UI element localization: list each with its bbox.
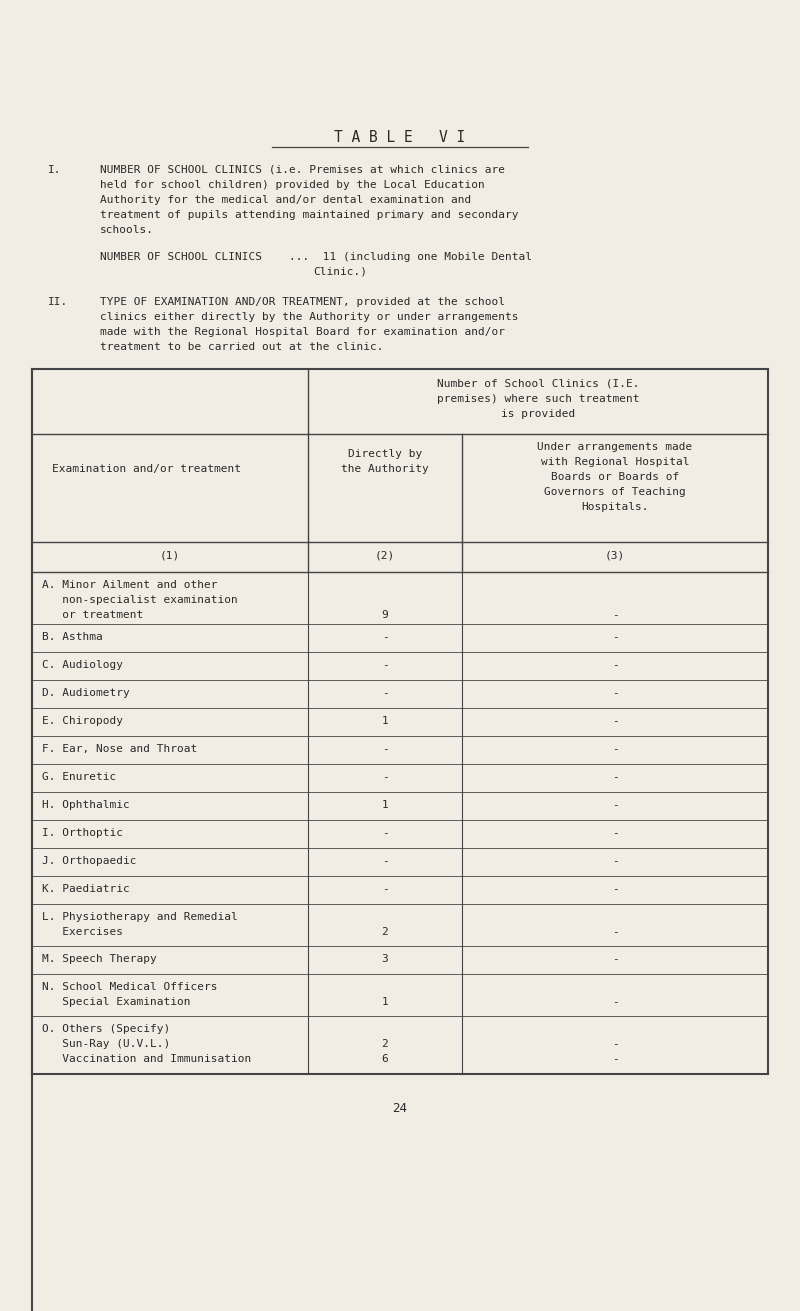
- Text: or treatment: or treatment: [42, 610, 143, 620]
- Text: schools.: schools.: [100, 225, 154, 235]
- Text: treatment to be carried out at the clinic.: treatment to be carried out at the clini…: [100, 342, 383, 351]
- Text: -: -: [612, 716, 618, 726]
- Text: -: -: [612, 632, 618, 642]
- Text: -: -: [382, 772, 388, 781]
- Text: -: -: [612, 927, 618, 937]
- Text: I. Orthoptic: I. Orthoptic: [42, 829, 123, 838]
- Text: premises) where such treatment: premises) where such treatment: [437, 395, 639, 404]
- Text: Special Examination: Special Examination: [42, 996, 190, 1007]
- Text: (1): (1): [160, 551, 180, 560]
- Text: (2): (2): [375, 551, 395, 560]
- Text: Sun-Ray (U.V.L.): Sun-Ray (U.V.L.): [42, 1040, 170, 1049]
- Text: Exercises: Exercises: [42, 927, 123, 937]
- Text: T A B L E   V I: T A B L E V I: [334, 130, 466, 146]
- Text: 3: 3: [382, 954, 388, 964]
- Text: -: -: [382, 745, 388, 754]
- Text: D. Audiometry: D. Audiometry: [42, 688, 130, 697]
- Text: L. Physiotherapy and Remedial: L. Physiotherapy and Remedial: [42, 912, 238, 922]
- Text: K. Paediatric: K. Paediatric: [42, 884, 130, 894]
- Text: treatment of pupils attending maintained primary and secondary: treatment of pupils attending maintained…: [100, 210, 518, 220]
- Text: Number of School Clinics (I.E.: Number of School Clinics (I.E.: [437, 379, 639, 389]
- Text: -: -: [612, 772, 618, 781]
- Text: non-specialist examination: non-specialist examination: [42, 595, 238, 604]
- Text: I.: I.: [48, 165, 62, 174]
- Text: II.: II.: [48, 298, 68, 307]
- Text: A. Minor Ailment and other: A. Minor Ailment and other: [42, 579, 218, 590]
- Text: N. School Medical Officers: N. School Medical Officers: [42, 982, 218, 992]
- Text: Clinic.): Clinic.): [313, 267, 367, 277]
- Text: 24: 24: [393, 1103, 407, 1114]
- Text: 2: 2: [382, 927, 388, 937]
- Text: held for school children) provided by the Local Education: held for school children) provided by th…: [100, 180, 485, 190]
- Text: Directly by: Directly by: [348, 448, 422, 459]
- Text: F. Ear, Nose and Throat: F. Ear, Nose and Throat: [42, 745, 198, 754]
- Text: the Authority: the Authority: [341, 464, 429, 475]
- Text: -: -: [612, 954, 618, 964]
- Text: Hospitals.: Hospitals.: [582, 502, 649, 513]
- Text: -: -: [612, 745, 618, 754]
- Text: Vaccination and Immunisation: Vaccination and Immunisation: [42, 1054, 251, 1065]
- Text: made with the Regional Hospital Board for examination and/or: made with the Regional Hospital Board fo…: [100, 326, 505, 337]
- Text: H. Ophthalmic: H. Ophthalmic: [42, 800, 130, 810]
- Text: 1: 1: [382, 800, 388, 810]
- Text: O. Others (Specify): O. Others (Specify): [42, 1024, 170, 1034]
- Text: -: -: [612, 659, 618, 670]
- Text: J. Orthopaedic: J. Orthopaedic: [42, 856, 137, 867]
- Text: Boards or Boards of: Boards or Boards of: [551, 472, 679, 482]
- Text: 2: 2: [382, 1040, 388, 1049]
- Text: -: -: [382, 884, 388, 894]
- Text: Governors of Teaching: Governors of Teaching: [544, 486, 686, 497]
- Text: NUMBER OF SCHOOL CLINICS    ...  11 (including one Mobile Dental: NUMBER OF SCHOOL CLINICS ... 11 (includi…: [100, 252, 532, 262]
- Text: -: -: [382, 856, 388, 867]
- Text: (3): (3): [605, 551, 625, 560]
- Text: -: -: [612, 1040, 618, 1049]
- Text: -: -: [382, 688, 388, 697]
- Text: NUMBER OF SCHOOL CLINICS (i.e. Premises at which clinics are: NUMBER OF SCHOOL CLINICS (i.e. Premises …: [100, 165, 505, 174]
- Text: -: -: [612, 996, 618, 1007]
- Text: E. Chiropody: E. Chiropody: [42, 716, 123, 726]
- Text: -: -: [612, 1054, 618, 1065]
- Text: 9: 9: [382, 610, 388, 620]
- Text: -: -: [382, 659, 388, 670]
- Text: 1: 1: [382, 716, 388, 726]
- Text: clinics either directly by the Authority or under arrangements: clinics either directly by the Authority…: [100, 312, 518, 323]
- Text: -: -: [612, 884, 618, 894]
- Text: -: -: [612, 688, 618, 697]
- Text: 1: 1: [382, 996, 388, 1007]
- Text: -: -: [382, 829, 388, 838]
- Text: 6: 6: [382, 1054, 388, 1065]
- Text: is provided: is provided: [501, 409, 575, 420]
- Text: Examination and/or treatment: Examination and/or treatment: [52, 464, 241, 475]
- Text: -: -: [612, 856, 618, 867]
- Text: Under arrangements made: Under arrangements made: [538, 442, 693, 452]
- Text: -: -: [612, 800, 618, 810]
- Text: -: -: [612, 829, 618, 838]
- Text: TYPE OF EXAMINATION AND/OR TREATMENT, provided at the school: TYPE OF EXAMINATION AND/OR TREATMENT, pr…: [100, 298, 505, 307]
- Text: -: -: [612, 610, 618, 620]
- Text: with Regional Hospital: with Regional Hospital: [541, 458, 690, 467]
- Text: Authority for the medical and/or dental examination and: Authority for the medical and/or dental …: [100, 195, 471, 205]
- Text: M. Speech Therapy: M. Speech Therapy: [42, 954, 157, 964]
- Text: G. Enuretic: G. Enuretic: [42, 772, 116, 781]
- Text: C. Audiology: C. Audiology: [42, 659, 123, 670]
- Text: -: -: [382, 632, 388, 642]
- Text: B. Asthma: B. Asthma: [42, 632, 102, 642]
